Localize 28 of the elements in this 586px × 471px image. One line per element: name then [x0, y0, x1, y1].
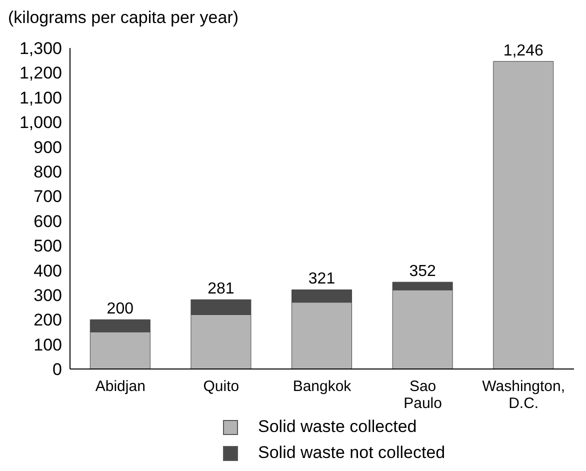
- y-tick-label: 500: [34, 236, 62, 256]
- total-label: 1,246: [503, 42, 544, 60]
- y-tick-label: 200: [34, 310, 62, 330]
- legend-label: Solid waste not collected: [258, 443, 446, 463]
- y-tick-label: 0: [52, 360, 62, 380]
- total-label: 352: [409, 263, 436, 280]
- y-axis-title: (kilograms per capita per year): [8, 8, 239, 28]
- x-tick-label: Washington, D.C.: [482, 378, 566, 412]
- x-tick-label: Bangkok: [292, 378, 352, 395]
- y-tick-label: 1,100: [19, 88, 62, 108]
- legend-label: Solid waste collected: [258, 417, 417, 437]
- y-tick-label: 800: [34, 162, 62, 182]
- x-tick-label: Abidjan: [95, 378, 146, 395]
- total-label: 321: [308, 270, 336, 288]
- y-tick-label: 300: [34, 286, 62, 305]
- x-tick-label: Quito: [203, 378, 240, 395]
- y-tick-label: 1,200: [19, 64, 62, 83]
- x-tick-label: Sao Paulo: [404, 378, 442, 412]
- y-tick-label: 1,000: [19, 113, 62, 132]
- y-tick-label: 600: [34, 212, 62, 231]
- y-tick-label: 400: [34, 261, 62, 280]
- y-tick-label: 900: [34, 138, 62, 157]
- bar: [493, 61, 554, 369]
- total-label: 200: [106, 300, 134, 318]
- total-label: 281: [208, 280, 234, 298]
- y-tick-label: 100: [34, 335, 62, 354]
- y-tick-label: 1,300: [19, 39, 62, 58]
- y-tick-label: 700: [34, 187, 62, 206]
